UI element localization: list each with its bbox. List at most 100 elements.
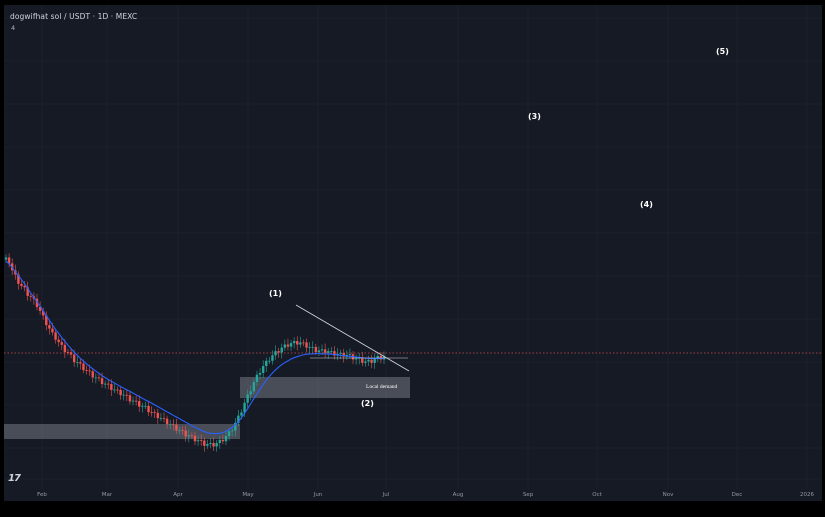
candle-body [48, 325, 51, 329]
candle-body [209, 443, 212, 445]
candle-body [277, 351, 280, 353]
candle-body [327, 351, 330, 353]
candle-body [261, 366, 265, 373]
candle-body [323, 349, 327, 353]
candle-body [141, 405, 144, 407]
candle-body [283, 344, 287, 348]
tradingview-logo[interactable]: 17 [8, 473, 21, 484]
chart-canvas[interactable]: Local demand (1) (2) (3) (4) (5) Feb Mar A… [4, 5, 822, 501]
candle-body [299, 342, 302, 345]
candle-body [314, 346, 318, 353]
candle-body [227, 431, 231, 437]
candle-body [72, 354, 76, 363]
candle-body [367, 359, 370, 362]
candle-body [41, 310, 45, 316]
candle-body [110, 384, 113, 390]
candle-body [243, 402, 246, 413]
candle-body [246, 394, 249, 403]
candle-body [305, 342, 308, 348]
candle-body [271, 355, 274, 361]
x-tick-label: 2026 [800, 492, 814, 498]
candle-body [162, 418, 166, 419]
candle-body [54, 332, 57, 340]
candle-body [113, 389, 116, 391]
candle-body [240, 412, 243, 416]
chart-panel[interactable]: Local demand (1) (2) (3) (4) (5) Feb Mar A… [4, 5, 822, 501]
candle-body [165, 418, 169, 425]
candle-body [342, 352, 345, 357]
local-demand-zone [240, 377, 410, 398]
x-tick-label: Sep [523, 492, 534, 498]
candle-body [88, 370, 91, 372]
bottom-bar [0, 501, 825, 517]
x-tick-label: Nov [663, 492, 674, 498]
x-tick-label: Oct [592, 492, 602, 498]
x-tick-label: Mar [102, 492, 113, 498]
candle-body [7, 257, 11, 264]
candle-body [57, 339, 60, 343]
candle-body [153, 412, 156, 413]
candle-body [63, 344, 67, 353]
candle-body [187, 435, 191, 437]
candle-body [159, 418, 163, 419]
candle-body [190, 435, 194, 437]
candle-body [150, 412, 153, 413]
x-tick-label: Jun [313, 492, 323, 498]
candle-body [286, 344, 290, 347]
candle-body [175, 424, 178, 431]
candle-body [76, 362, 79, 364]
candle-body [234, 422, 237, 431]
candle-body [354, 358, 358, 360]
candle-body [364, 361, 367, 363]
candle-body [289, 343, 293, 347]
candle-body [125, 394, 129, 396]
candle-body [20, 283, 23, 286]
local-demand-label: Local demand [366, 384, 398, 390]
candle-body [51, 328, 54, 333]
candle-body [193, 435, 197, 442]
candle-body [122, 394, 125, 396]
grid-lines [4, 5, 822, 489]
candle-body [4, 257, 8, 260]
candle-body [156, 412, 160, 419]
candle-body [91, 371, 94, 378]
candle-body [237, 415, 240, 423]
x-tick-label: Feb [37, 492, 47, 498]
demand-zones [4, 377, 410, 439]
candle-body [181, 430, 184, 431]
candle-body [376, 355, 380, 360]
candle-body [221, 439, 225, 442]
candle-body [94, 377, 98, 379]
candle-body [60, 342, 63, 345]
x-tick-label: May [242, 492, 254, 498]
candle-body [45, 315, 48, 326]
candle-body [330, 351, 333, 352]
candle-body [218, 439, 221, 444]
candle-body [38, 307, 42, 311]
candle-body [35, 298, 39, 308]
candle-body [144, 405, 147, 407]
candle-body [255, 374, 259, 382]
candle-body [249, 391, 252, 395]
candle-body [119, 389, 122, 396]
symbol-title[interactable]: dogwifhat sol / USDT · 1D · MEXC [10, 12, 138, 21]
moving-average-line [5, 260, 384, 435]
candle-body [292, 341, 296, 344]
candle-body [296, 341, 299, 345]
candle-body [184, 430, 187, 437]
descending-trendline [295, 304, 410, 372]
candle-body [82, 363, 85, 371]
candle-body [224, 436, 228, 442]
candle-body [178, 430, 181, 431]
candle-body [131, 400, 135, 402]
candle-body [311, 346, 314, 348]
candle-body [333, 351, 336, 356]
candle-body [317, 350, 321, 353]
candle-body [196, 440, 200, 442]
candle-body [199, 440, 203, 442]
candle-body [29, 295, 32, 297]
candle-body [215, 443, 218, 447]
candle-body [370, 359, 373, 363]
x-tick-label: Aug [453, 492, 464, 498]
candle-body [265, 360, 268, 367]
